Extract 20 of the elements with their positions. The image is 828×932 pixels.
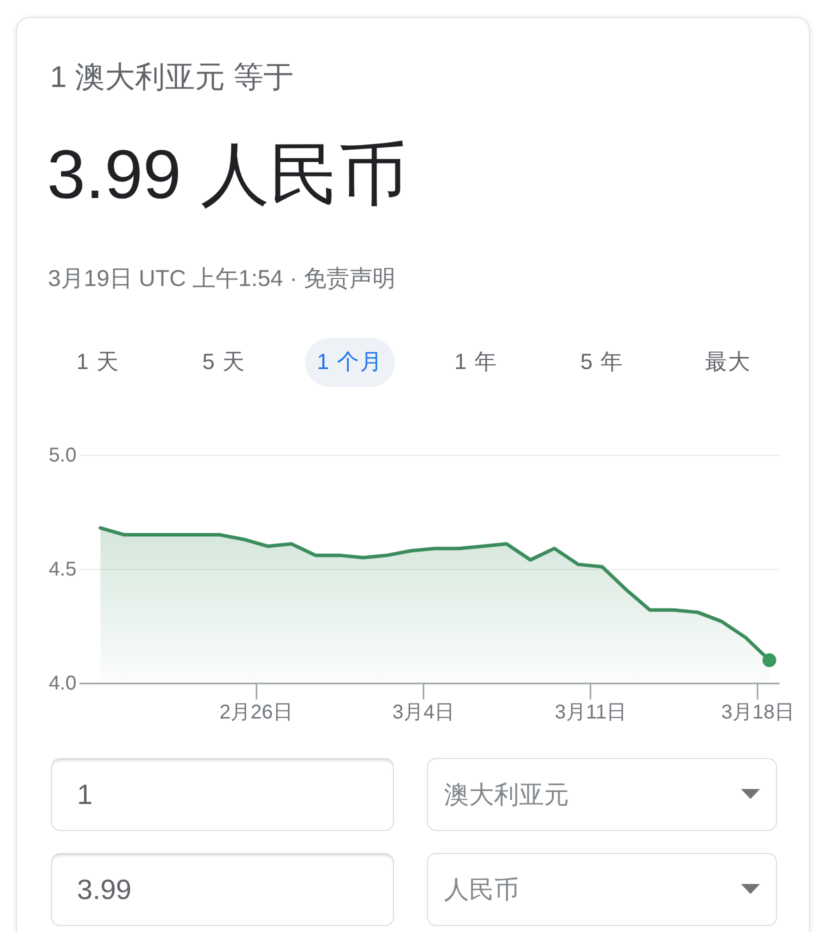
- text: 5 天: [202, 349, 246, 375]
- text: 1 个月: [316, 349, 384, 375]
- x-tick-label: 2月26日: [220, 702, 293, 724]
- text: 1: [77, 778, 93, 810]
- text: 澳大利亚元: [444, 780, 569, 810]
- text: 1 天: [76, 349, 120, 375]
- y-tick-label: 4.5: [48, 558, 76, 580]
- text: 人民币: [444, 874, 519, 906]
- x-tick-label: 3月11日: [554, 702, 627, 724]
- text: 最大: [705, 349, 751, 375]
- text: 3.99: [77, 874, 132, 906]
- x-tick-label: 3月18日: [721, 702, 795, 724]
- y-tick-label: 5.0: [48, 444, 76, 466]
- chart-subtitle: 3.99 人民币: [47, 135, 408, 215]
- text: 3月19日 UTC 上午1:54 · 免责声明: [48, 264, 396, 293]
- y-tick-label: 4.0: [48, 672, 76, 694]
- text: 1 年: [454, 349, 498, 375]
- x-tick-label: 3月4日: [392, 702, 455, 724]
- text: 5 年: [580, 349, 624, 375]
- chart-title: 1 澳大利亚元 等于: [50, 60, 294, 96]
